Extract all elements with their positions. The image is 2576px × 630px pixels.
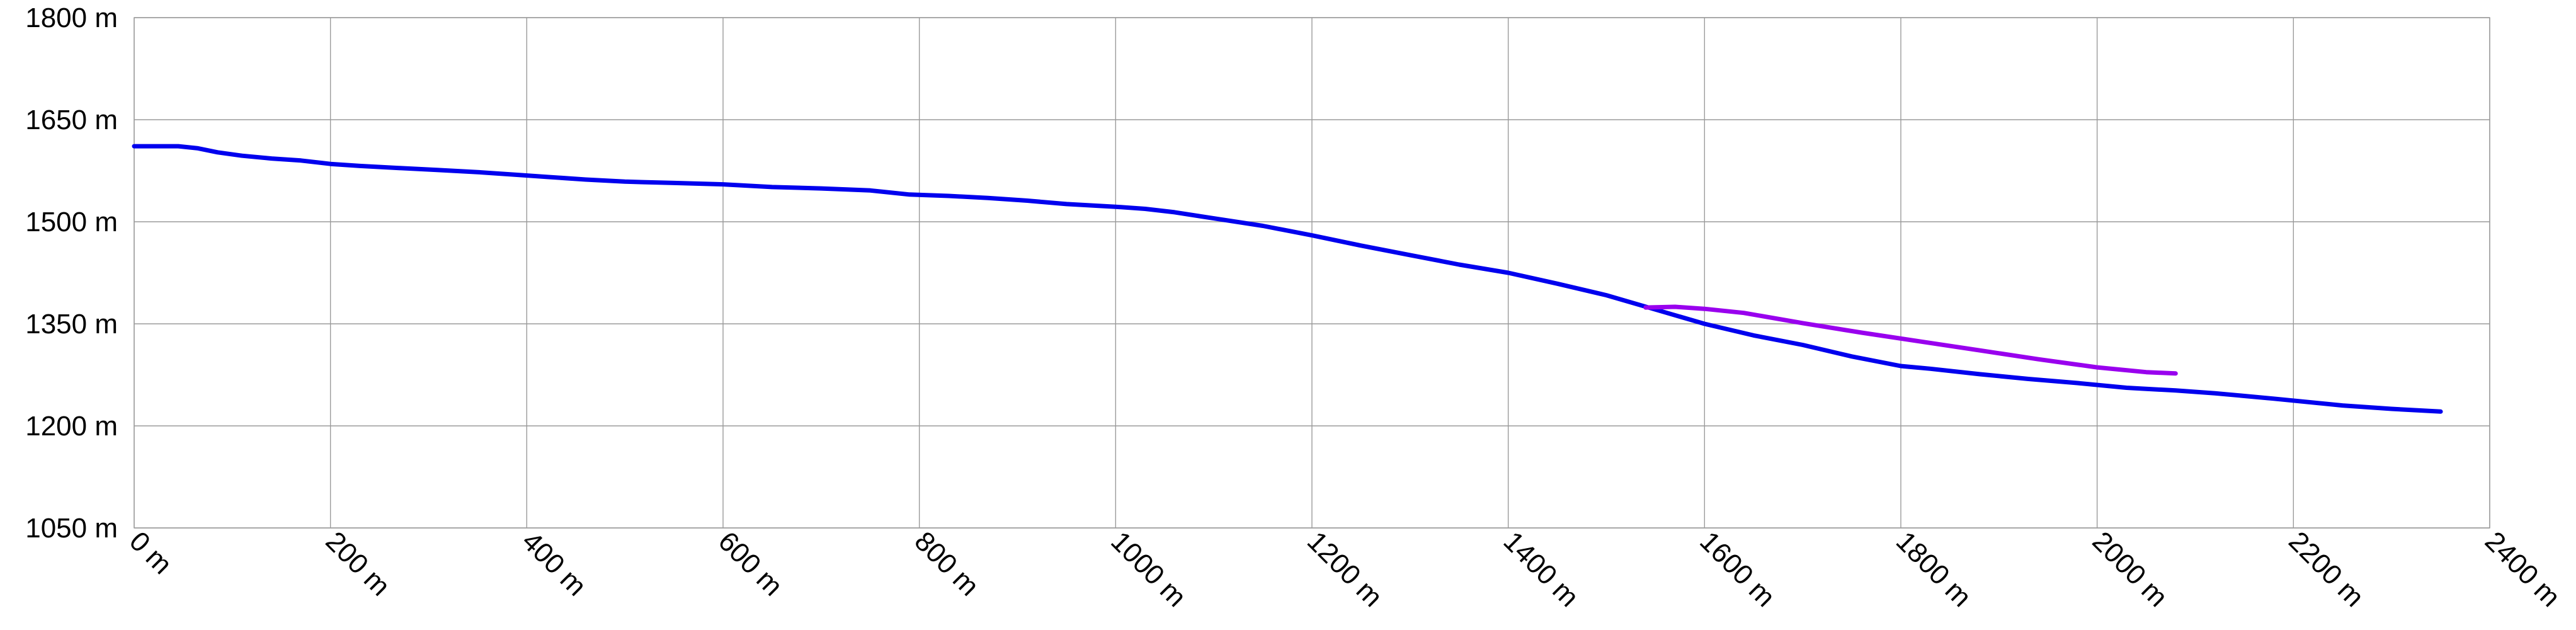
- grid: [134, 17, 2490, 529]
- x-tick-label: 200 m: [320, 525, 396, 602]
- x-tick-label: 0 m: [123, 525, 178, 580]
- y-tick-label: 1350 m: [25, 309, 118, 340]
- x-tick-label: 1800 m: [1890, 525, 1977, 612]
- x-axis-labels: 0 m 200 m 400 m 600 m 800 m 1000 m 1200 m 1400 …: [123, 525, 2566, 612]
- x-tick-label: 2400 m: [2479, 525, 2566, 612]
- x-tick-label: 1200 m: [1301, 525, 1388, 612]
- y-tick-label: 1650 m: [25, 105, 118, 135]
- x-tick-label: 400 m: [516, 525, 592, 602]
- y-tick-label: 1050 m: [25, 513, 118, 544]
- series-layer: [132, 144, 2443, 414]
- x-tick-label: 1400 m: [1498, 525, 1585, 612]
- y-tick-label: 1800 m: [25, 3, 118, 33]
- x-tick-label: 600 m: [712, 525, 789, 602]
- y-tick-label: 1500 m: [25, 207, 118, 238]
- y-axis-labels: 1050 m 1200 m 1350 m 1500 m 1650 m 1800 m: [25, 3, 118, 544]
- x-tick-label: 2200 m: [2282, 525, 2369, 612]
- x-tick-label: 1600 m: [1694, 525, 1781, 612]
- plot-area: [134, 17, 2490, 529]
- y-tick-label: 1200 m: [25, 411, 118, 442]
- x-tick-label: 2000 m: [2087, 525, 2174, 612]
- series-line-2: [1643, 304, 2178, 376]
- x-tick-label: 1000 m: [1105, 525, 1192, 612]
- series-line-1: [132, 144, 2443, 414]
- x-tick-label: 800 m: [909, 525, 985, 602]
